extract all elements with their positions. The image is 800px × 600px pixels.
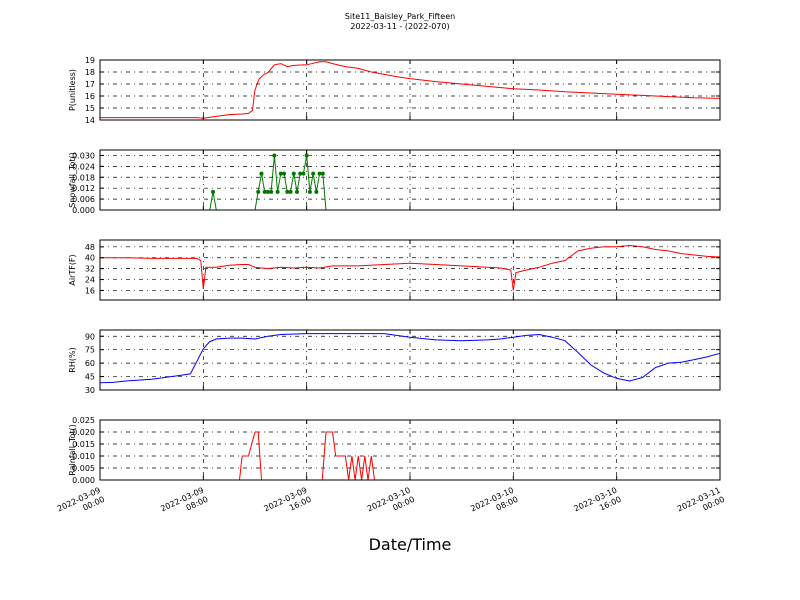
y-tick-label: 0.005 — [72, 464, 95, 473]
x-tick-label: 2022-03-0900:00 — [56, 486, 106, 523]
x-tick-label: 2022-03-1000:00 — [366, 486, 416, 523]
series-line — [100, 61, 721, 119]
y-tick-label: 19 — [85, 56, 95, 65]
y-tick-label: 17 — [85, 80, 95, 89]
x-tick-label: 2022-03-1008:00 — [469, 486, 519, 523]
y-axis-label: P(unitless) — [68, 69, 77, 111]
x-tick-label: 2022-03-0908:00 — [159, 486, 209, 523]
y-tick-label: 24 — [85, 276, 95, 285]
x-axis-label: Date/Time — [369, 535, 452, 554]
chart-panels: 141516171819P(unitless)0.0000.0060.0120.… — [68, 56, 721, 485]
x-tick-label: 2022-03-1100:00 — [676, 486, 726, 523]
panel-1: 0.000 0.006 0.012 0.018 0.024 0.030Snowfall_T… — [68, 149, 721, 215]
y-tick-label: 60 — [85, 359, 95, 368]
chart-subtitle: 2022-03-11 - (2022-070) — [350, 22, 449, 31]
data-point — [211, 189, 216, 194]
data-point — [307, 189, 312, 194]
panel-4: 0.000 0.005 0.010 0.015 0.020 0.025Rainfall_T… — [68, 416, 721, 485]
data-point — [317, 171, 322, 176]
data-point — [269, 189, 274, 194]
y-tick-label: 18 — [85, 68, 95, 77]
data-point — [272, 153, 277, 158]
data-point — [301, 171, 306, 176]
y-tick-label: 0.025 — [72, 416, 95, 425]
y-tick-label: 40 — [85, 254, 95, 263]
y-tick-label: 0.000 — [72, 476, 95, 485]
chart-title: Site11_Baisley_Park_Fifteen — [345, 12, 455, 21]
y-tick-label: 0.018 — [72, 173, 95, 182]
series-line — [100, 244, 721, 291]
data-point — [291, 171, 296, 176]
y-tick-label: 15 — [85, 104, 95, 113]
panel-0: 14 15 16 17 18 19 P(unitless) — [68, 56, 721, 125]
data-point — [320, 171, 325, 176]
y-axis-label: RH(%) — [68, 347, 77, 372]
y-tick-label: 45 — [85, 373, 95, 382]
series-line — [100, 431, 720, 481]
y-tick-label: 48 — [85, 243, 95, 252]
data-point — [265, 189, 270, 194]
data-point — [262, 189, 267, 194]
data-point — [311, 171, 316, 176]
data-point — [275, 189, 280, 194]
data-point — [298, 171, 303, 176]
y-tick-label: 0.012 — [72, 184, 95, 193]
data-point — [294, 189, 299, 194]
y-tick-label: 0.024 — [72, 162, 95, 171]
y-tick-label: 32 — [85, 265, 95, 274]
y-axis-label: AirTF(F) — [68, 254, 77, 285]
y-tick-label: 0.030 — [72, 151, 95, 160]
x-tick-label: 2022-03-0916:00 — [263, 486, 313, 523]
series-line — [99, 333, 721, 384]
y-tick-label: 30 — [85, 386, 95, 395]
y-tick-label: 75 — [85, 346, 95, 355]
series-line — [100, 155, 720, 211]
panel-3: 30 45 60 75 90 RH(%) — [68, 329, 721, 395]
data-point — [259, 171, 264, 176]
y-tick-label: 0.000 — [72, 206, 95, 215]
data-point — [278, 171, 283, 176]
y-tick-label: 90 — [85, 332, 95, 341]
data-point — [282, 171, 287, 176]
y-tick-label: 0.010 — [72, 452, 95, 461]
y-axis-label: Rainfall_Tot() — [68, 424, 77, 476]
x-tick-label: 2022-03-1016:00 — [573, 486, 623, 523]
data-point — [304, 153, 309, 158]
y-tick-label: 16 — [85, 286, 95, 295]
data-point — [256, 189, 261, 194]
y-tick-label: 0.020 — [72, 428, 95, 437]
x-axis-ticks: 2022-03-0900:00 2022-03-0908:00 2022-03-09… — [56, 486, 726, 523]
y-axis-label: Snowfall_Tot() — [68, 152, 77, 208]
y-tick-label: 0.006 — [72, 195, 95, 204]
y-tick-label: 14 — [85, 116, 95, 125]
data-point — [285, 189, 290, 194]
data-point — [288, 189, 293, 194]
y-tick-label: 16 — [85, 92, 95, 101]
data-point — [314, 189, 319, 194]
y-tick-label: 0.015 — [72, 440, 95, 449]
